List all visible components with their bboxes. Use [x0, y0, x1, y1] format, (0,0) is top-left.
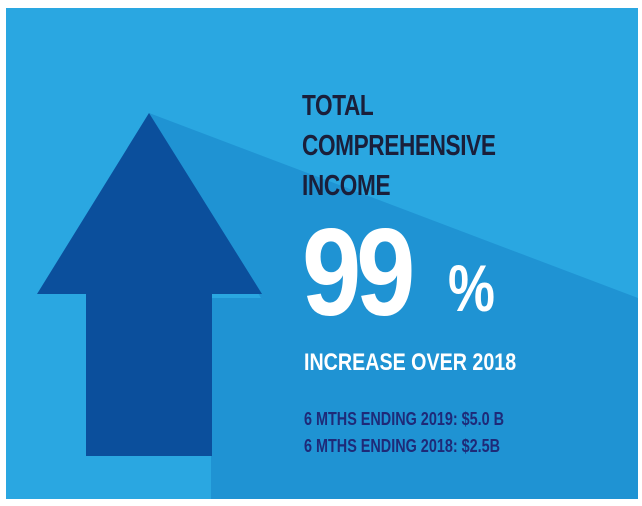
up-arrow-icon — [37, 113, 262, 456]
metric-value: 99 — [302, 204, 415, 342]
metric-caption: INCREASE OVER 2018 — [304, 349, 517, 376]
arrow-long-shadow — [149, 113, 638, 499]
detail-line-2019: 6 MTHS ENDING 2019: $5.0 B — [304, 409, 505, 429]
infographic-card: TOTAL COMPREHENSIVE INCOME 99 % INCREASE… — [6, 8, 638, 499]
metric-unit: % — [448, 251, 495, 325]
metric-display: 99 % — [302, 204, 495, 342]
headline-line-3: INCOME — [302, 170, 391, 202]
headline-line-1: TOTAL — [302, 90, 374, 122]
headline: TOTAL COMPREHENSIVE INCOME — [302, 86, 632, 206]
detail-line-2018: 6 MTHS ENDING 2018: $2.5B — [304, 436, 501, 456]
headline-line-2: COMPREHENSIVE — [302, 130, 496, 162]
